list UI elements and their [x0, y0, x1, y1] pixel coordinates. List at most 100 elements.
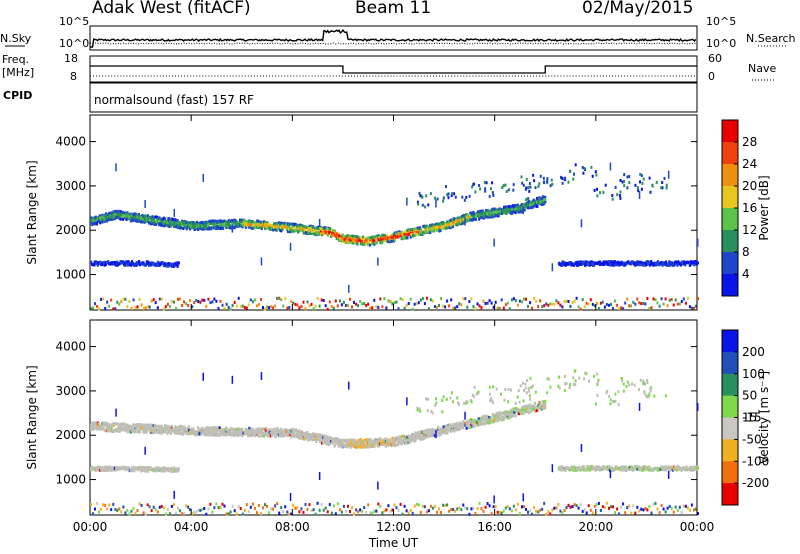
echo-cell: [133, 429, 136, 433]
echo-cell: [564, 374, 566, 378]
echo-cell: [153, 221, 156, 224]
echo-cell: [615, 263, 619, 267]
echo-cell: [603, 506, 606, 510]
echo-cell: [359, 239, 362, 243]
echo-cell: [286, 306, 289, 310]
echo-cell: [253, 506, 256, 510]
echo-cell: [216, 221, 219, 225]
echo-cell: [411, 307, 414, 311]
echo-cell: [264, 307, 266, 311]
echo-cell: [298, 510, 301, 514]
echo-cell: [93, 221, 96, 225]
echo-cell: [347, 441, 350, 445]
echo-cell: [424, 205, 427, 209]
colorbar-segment: [722, 230, 738, 253]
echo-cell: [334, 512, 337, 516]
echo-cell: [654, 501, 657, 505]
echo-cell: [324, 506, 327, 510]
echo-cell: [534, 186, 537, 190]
echo-cell: [636, 505, 639, 509]
echo-cell: [207, 297, 210, 301]
echo-cell: [505, 206, 508, 210]
echo-cell: [458, 402, 461, 406]
echo-cell: [537, 510, 540, 514]
echo-cell: [490, 399, 493, 403]
echo-cell: [288, 225, 291, 228]
echo-cell: [499, 417, 502, 421]
echo-cell: [103, 263, 106, 267]
echo-cell: [620, 377, 623, 380]
echo-cell: [116, 466, 119, 470]
echo-cell: [90, 503, 92, 507]
echo-cell: [329, 227, 332, 231]
echo-cell: [562, 468, 565, 472]
echo-cell: [684, 261, 687, 265]
echo-cell: [538, 201, 541, 205]
echo-cell: [608, 261, 611, 265]
echo-cell: [174, 221, 177, 225]
echo-cell: [103, 429, 106, 433]
echo-cell: [516, 303, 519, 307]
echo-cell: [181, 220, 184, 224]
echo-cell: [115, 214, 118, 218]
echo-cell: [236, 433, 239, 437]
echo-cell: [558, 386, 561, 390]
echo-cell: [278, 431, 282, 435]
echo-cell: [646, 508, 649, 512]
echo-cell: [425, 429, 428, 432]
echo-cell: [488, 194, 491, 198]
echo-cell: [349, 297, 351, 301]
echo-cell: [500, 511, 503, 515]
echo-cell: [306, 225, 309, 229]
echo-cell: [508, 307, 511, 311]
echo-cell: [260, 512, 262, 516]
echo-cell: [174, 431, 177, 435]
echo-cell: [266, 504, 268, 508]
echo-cell: [621, 465, 624, 469]
echo-cell: [227, 512, 230, 516]
echo-cell: [272, 306, 275, 310]
echo-cell: [531, 406, 534, 410]
echo-cell: [654, 298, 657, 302]
echo-cell: [128, 426, 131, 430]
echo-cell: [341, 235, 344, 239]
echo-cell: [451, 192, 453, 196]
echo-cell: [594, 402, 597, 406]
echo-cell: [148, 505, 151, 509]
echo-cell: [393, 301, 396, 305]
nsky-label: N.Sky: [0, 32, 32, 45]
echo-cell: [153, 423, 156, 427]
echo-cell: [320, 503, 323, 507]
echo-cell: [405, 509, 408, 513]
echo-cell: [674, 466, 677, 470]
echo-cell: [111, 211, 114, 215]
echo-cell: [425, 510, 428, 514]
echo-cell: [330, 439, 333, 443]
echo-cell: [168, 218, 171, 221]
echo-cell: [541, 400, 544, 404]
echo-cell: [128, 429, 131, 433]
echo-cell: [323, 226, 326, 230]
echo-cell: [499, 413, 502, 417]
echo-cell: [579, 503, 582, 507]
echo-cell: [481, 415, 484, 419]
echo-cell: [100, 217, 103, 221]
echo-cell: [117, 212, 120, 216]
echo-cell: [447, 192, 450, 196]
echo-cell: [148, 261, 151, 265]
echo-cell: [392, 439, 395, 443]
echo-cell: [264, 227, 267, 230]
echo-cell: [282, 432, 285, 436]
echo-cell: [159, 217, 162, 221]
echo-cell: [660, 261, 663, 265]
echo-cell: [467, 216, 471, 220]
echo-cell: [470, 211, 473, 215]
echo-cell: [183, 426, 186, 430]
echo-cell: [170, 504, 173, 508]
echo-cell: [544, 200, 547, 204]
echo-cell: [215, 222, 218, 226]
echo-cell: [584, 263, 587, 267]
echo-cell: [357, 441, 360, 445]
echo-cell: [468, 512, 471, 516]
echo-cell: [158, 297, 161, 301]
